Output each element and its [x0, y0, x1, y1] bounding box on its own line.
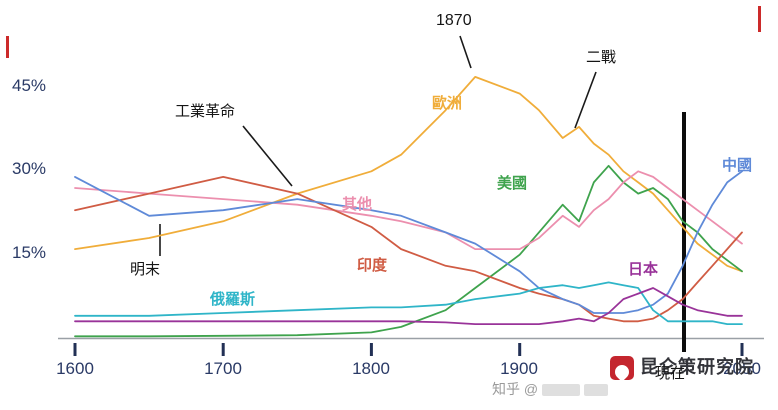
annotation-wwii: 二戰	[586, 49, 617, 66]
kunlun-logo-icon	[610, 356, 634, 380]
series-line	[74, 164, 743, 338]
leader-line-industrial-revolution	[242, 125, 293, 187]
x-axis-label-1600: 1600	[56, 359, 94, 378]
series-label-other: 其他	[342, 196, 373, 213]
y-axis-label-15: 15%	[12, 243, 47, 262]
redacted-block	[584, 384, 609, 397]
x-axis-tick	[369, 343, 373, 356]
x-axis-tick	[221, 343, 225, 356]
x-axis-ticks	[73, 343, 744, 356]
series-line	[74, 175, 743, 323]
series-lines	[74, 76, 743, 338]
series-line	[74, 76, 743, 273]
x-axis-tick	[518, 343, 522, 356]
x-axis-label-2050: 2050	[723, 359, 761, 378]
x-axis-label-1900: 1900	[500, 359, 538, 378]
series-line	[74, 281, 743, 326]
annotation-now: 現在	[655, 365, 686, 382]
series-label-china: 中國	[722, 157, 753, 174]
x-axis-tick	[740, 343, 744, 356]
x-axis-tick	[73, 343, 77, 356]
series-label-usa: 美國	[497, 175, 528, 192]
zhihu-watermark-text: 知乎 @	[492, 381, 539, 397]
series-line	[74, 170, 743, 251]
x-axis-label-1700: 1700	[204, 359, 242, 378]
series-label-japan: 日本	[628, 261, 659, 278]
y-axis-label-45: 45%	[12, 76, 47, 95]
annotation-late-ming: 明末	[130, 261, 161, 278]
leader-line-wwii	[574, 71, 597, 129]
annotation-1870: 1870	[436, 12, 472, 29]
zhihu-watermark: 知乎 @	[492, 381, 609, 397]
series-label-india: 印度	[357, 257, 388, 274]
series-label-russia: 俄羅斯	[210, 291, 256, 308]
series-label-europe: 歐洲	[432, 95, 463, 112]
series-line	[74, 170, 743, 314]
kunlun-watermark-text: 昆仑策研究院	[640, 357, 754, 377]
series-line	[74, 287, 743, 326]
leader-line-1870	[459, 35, 472, 69]
x-axis-label-1800: 1800	[352, 359, 390, 378]
y-axis-label-30: 30%	[12, 159, 47, 178]
annotation-industrial-revolution: 工業革命	[175, 103, 236, 120]
redacted-block	[542, 384, 581, 397]
red-accent-mark-right	[758, 6, 761, 32]
red-accent-mark-left	[6, 36, 9, 58]
